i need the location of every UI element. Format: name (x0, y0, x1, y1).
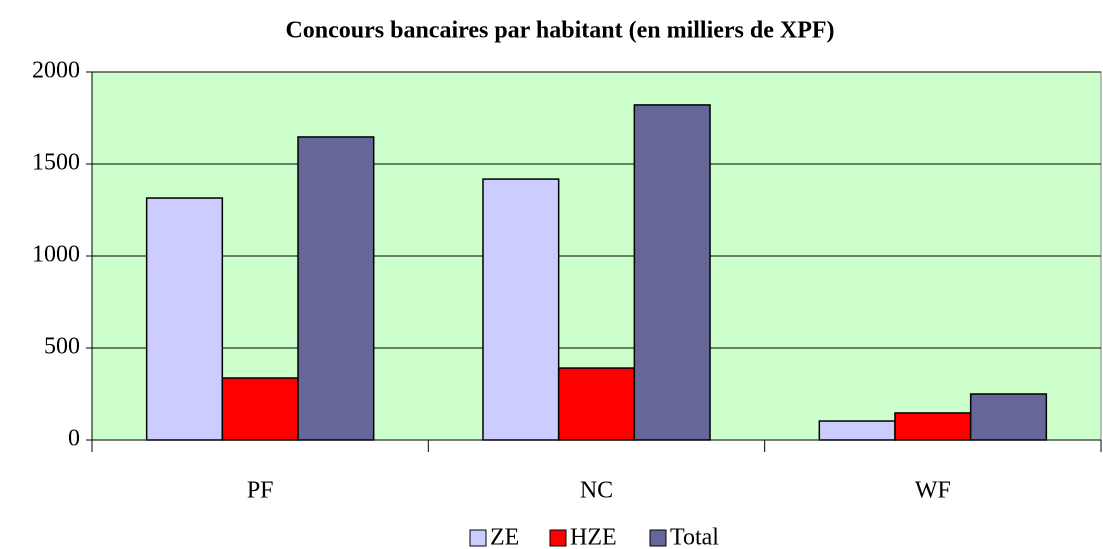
bar (818, 420, 896, 441)
x-tick-label: PF (247, 478, 274, 504)
legend-swatch (649, 529, 667, 547)
x-tick-label: WF (915, 478, 951, 504)
bar (145, 197, 224, 441)
bar (482, 178, 560, 441)
legend-label: ZE (490, 525, 519, 549)
bar (894, 412, 972, 441)
chart-title: Concours bancaires par habitant (en mill… (285, 18, 834, 44)
legend-label: HZE (570, 525, 617, 549)
x-tick-label: NC (580, 478, 613, 504)
legend-label: Total (670, 525, 719, 549)
legend-swatch (469, 529, 487, 547)
y-tick-label: 1000 (32, 242, 80, 268)
bar (969, 393, 1048, 441)
y-tick-label: 500 (44, 334, 80, 360)
bar (557, 367, 636, 441)
bar (221, 377, 299, 441)
bar (297, 136, 375, 441)
bar (633, 104, 711, 441)
y-tick-label: 0 (68, 426, 80, 452)
y-tick-label: 1500 (32, 150, 80, 176)
legend-swatch (549, 529, 567, 547)
y-tick-label: 2000 (32, 58, 80, 84)
